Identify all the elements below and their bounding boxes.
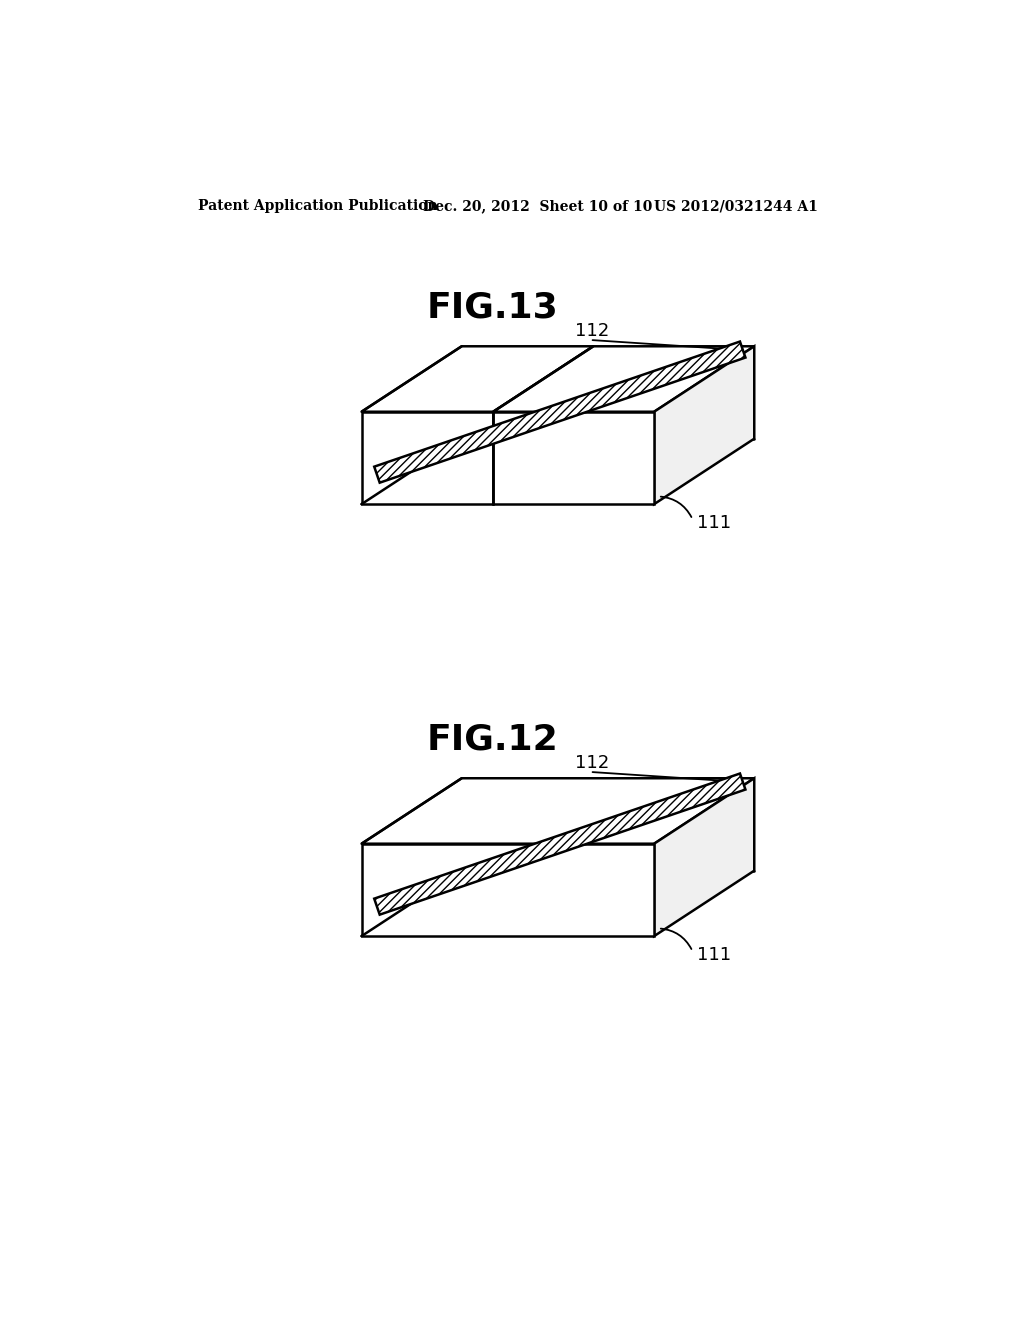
Polygon shape — [361, 346, 593, 412]
Polygon shape — [654, 346, 755, 504]
Polygon shape — [361, 412, 494, 504]
Text: US 2012/0321244 A1: US 2012/0321244 A1 — [654, 199, 818, 213]
Polygon shape — [494, 412, 654, 504]
Polygon shape — [374, 342, 745, 483]
Text: 111: 111 — [696, 946, 731, 965]
Polygon shape — [361, 843, 654, 936]
Text: FIG.12: FIG.12 — [427, 723, 559, 756]
Text: FIG.13: FIG.13 — [427, 290, 559, 325]
Text: Patent Application Publication: Patent Application Publication — [198, 199, 437, 213]
Text: Dec. 20, 2012  Sheet 10 of 10: Dec. 20, 2012 Sheet 10 of 10 — [423, 199, 652, 213]
Polygon shape — [654, 779, 755, 936]
Polygon shape — [374, 774, 745, 915]
Polygon shape — [361, 779, 755, 843]
Text: 111: 111 — [696, 515, 731, 532]
Polygon shape — [494, 346, 755, 412]
Text: 112: 112 — [575, 322, 609, 339]
Text: 112: 112 — [575, 754, 609, 772]
